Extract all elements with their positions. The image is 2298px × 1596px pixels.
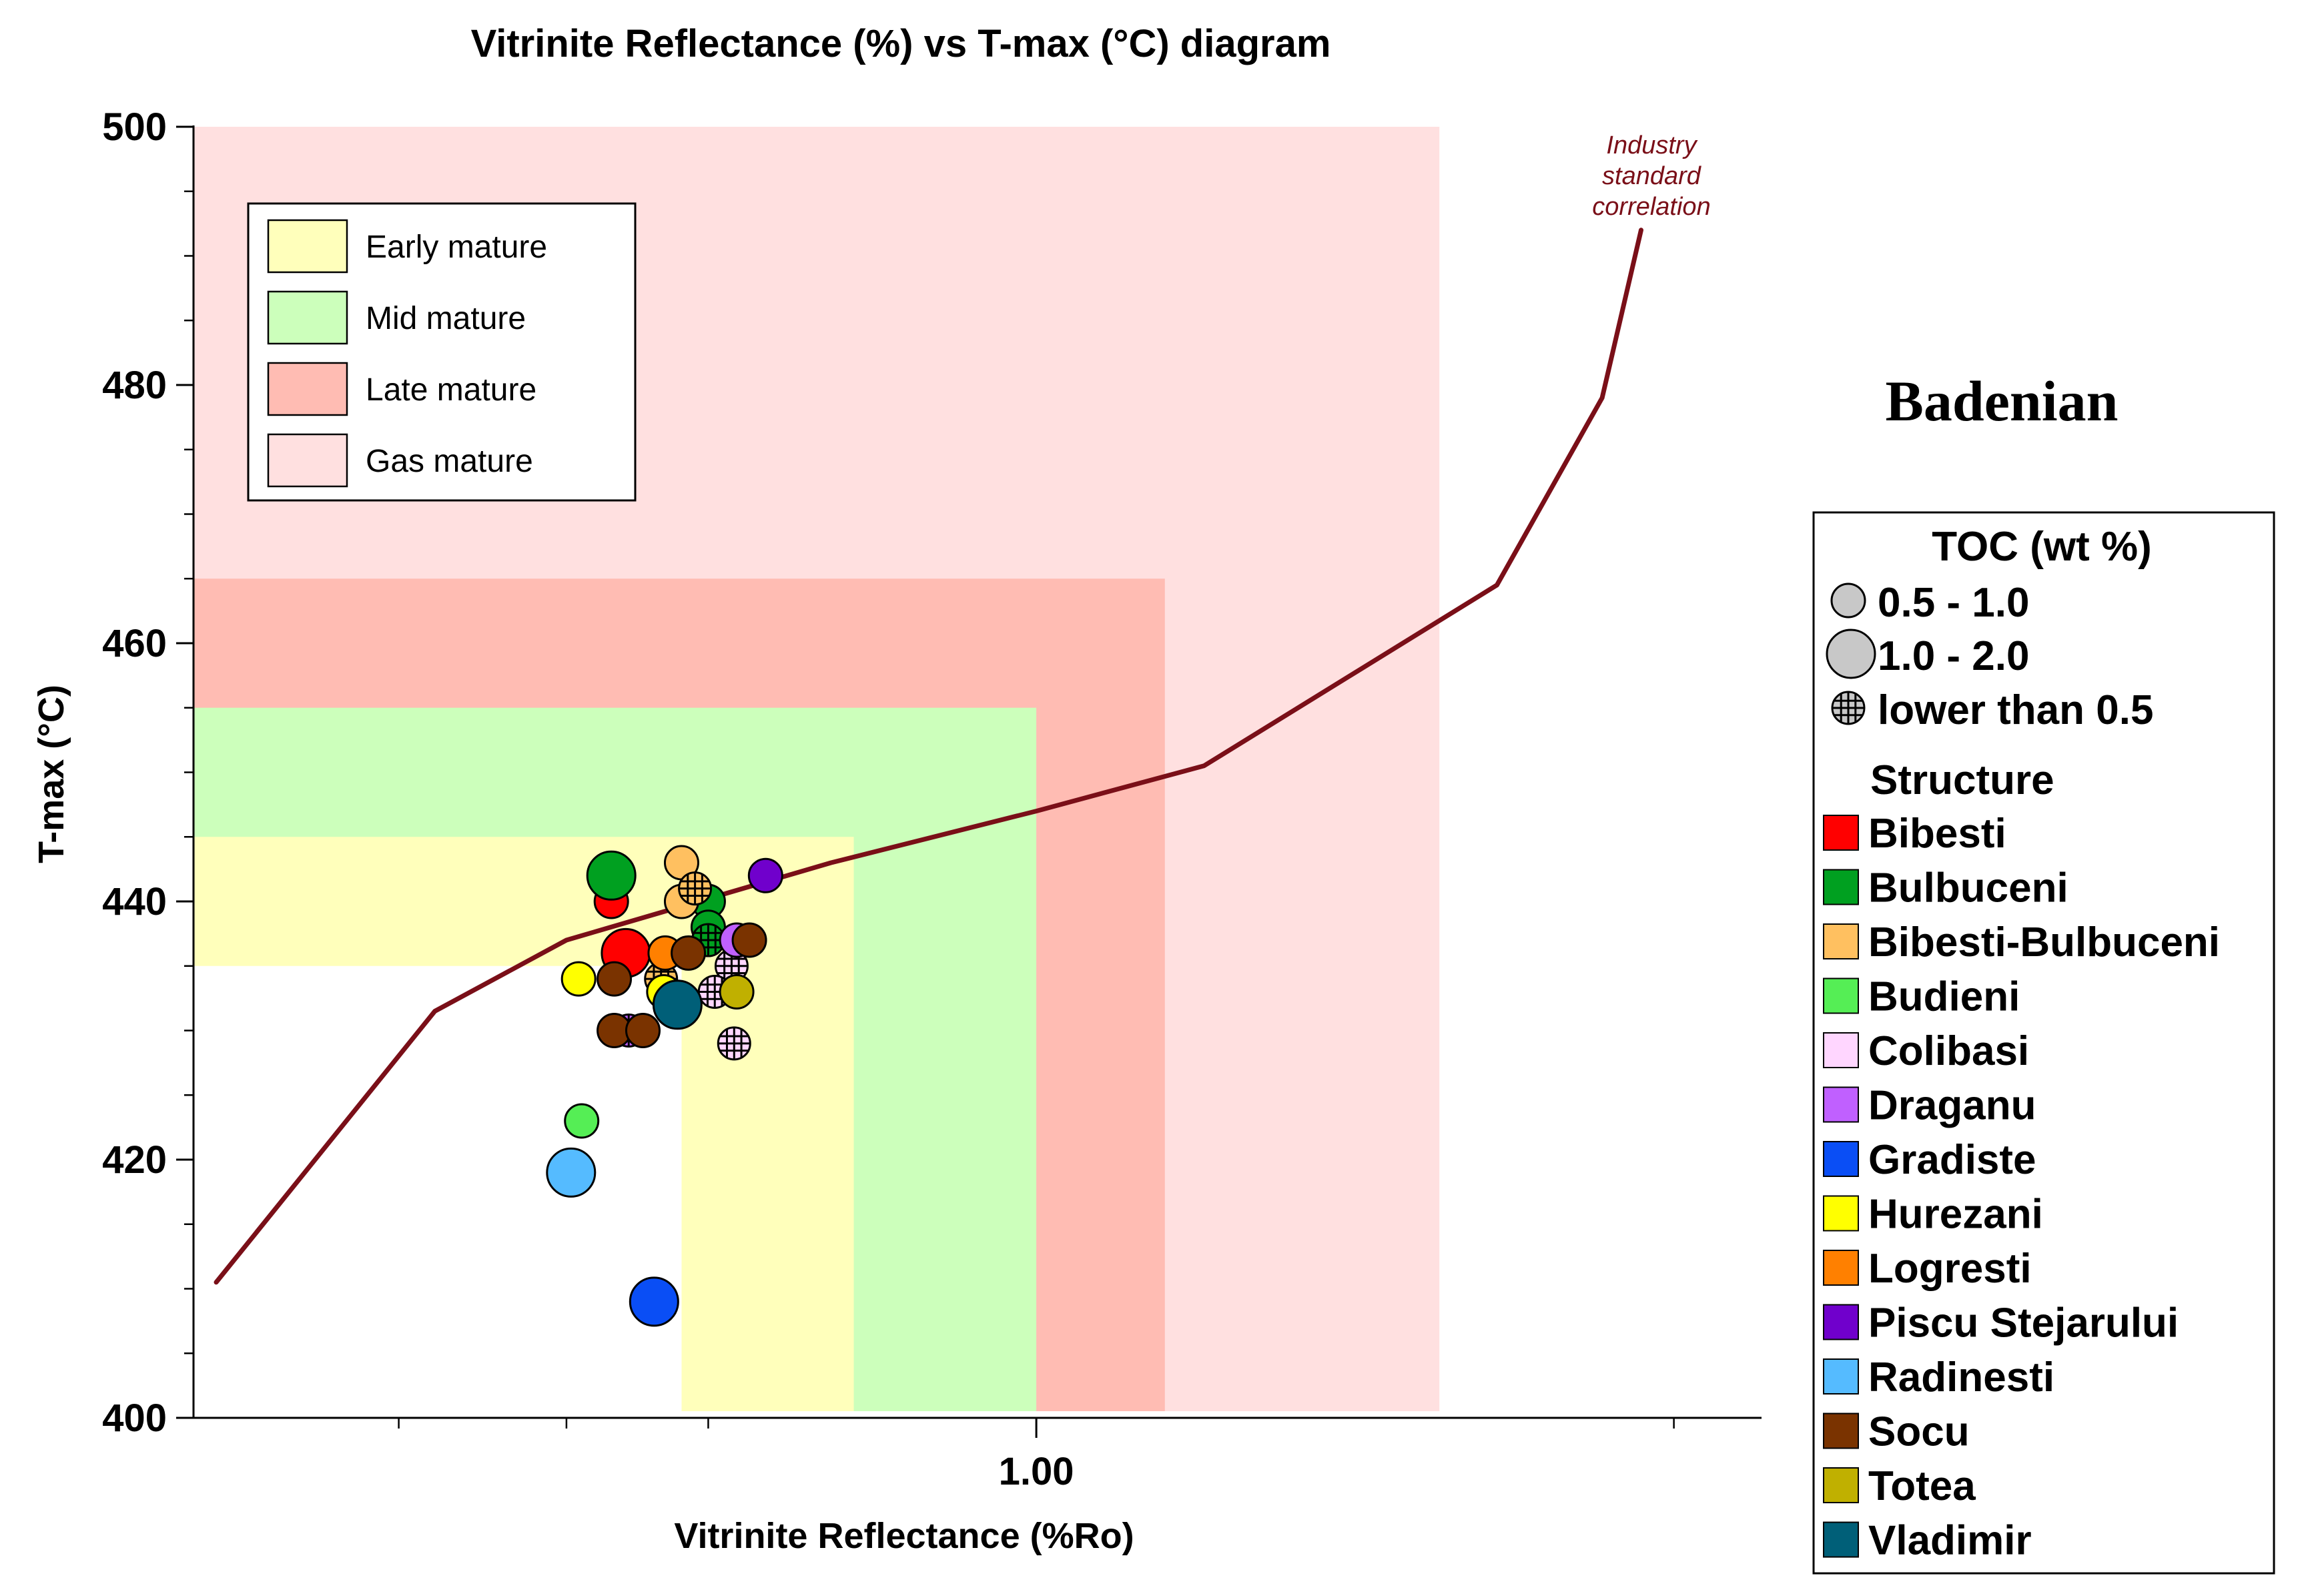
correlation-label-line: Industry [1606,131,1697,159]
legend-swatch-late-mature [267,362,348,416]
structure-label-bibesti-bulbuceni: Bibesti-Bulbuceni [1868,919,2220,965]
structure-label-socu: Socu [1868,1409,1970,1455]
point-radinesti-1-circle [546,1147,597,1198]
point-hurezani-1-circle [560,961,597,997]
y-tick-label: 480 [102,364,167,407]
point-socu-5 [731,922,767,958]
point-socu-5-circle [731,922,767,958]
structure-label-draganu: Draganu [1868,1083,2036,1129]
point-socu-3 [625,1013,661,1048]
point-socu-1 [597,961,633,997]
toc-legend-marker-1 [1830,582,1866,619]
structure-label-radinesti: Radinesti [1868,1354,2054,1401]
structure-swatch-budieni [1823,977,1859,1014]
y-tick-label: 460 [102,622,167,665]
structure-swatch-totea [1823,1467,1859,1503]
point-totea-1 [719,973,755,1010]
structure-label-bulbuceni: Bulbuceni [1868,865,2068,911]
y-tick-label: 500 [102,105,167,149]
structure-swatch-colibasi [1823,1032,1859,1068]
point-colibasi-3 [717,1026,751,1061]
point-radinesti-1 [546,1147,597,1198]
point-socu-1-circle [597,961,633,997]
toc-legend-label: lower than 0.5 [1878,687,2153,733]
point-totea-1-circle [719,973,755,1010]
structure-label-colibasi: Colibasi [1868,1028,2029,1074]
point-gradiste-1 [629,1276,679,1327]
structure-legend-title: Structure [1870,757,2054,803]
structure-label-budieni: Budieni [1868,974,2020,1020]
structure-label-gradiste: Gradiste [1868,1137,2036,1183]
structure-swatch-logresti [1823,1250,1859,1286]
point-bulbuceni-1 [586,850,637,901]
legend-label-mid-mature: Mid mature [366,301,526,336]
legend-swatch-early-mature [267,219,348,274]
chart-title: Vitrinite Reflectance (%) vs T-max (°C) … [471,22,1331,65]
point-budieni-1 [564,1103,600,1139]
point-hurezani-1 [560,961,597,997]
structure-label-totea: Totea [1868,1463,1976,1509]
point-socu-3-circle [625,1013,661,1048]
structure-label-piscu-stejarului: Piscu Stejarului [1868,1300,2179,1346]
structure-label-bibesti: Bibesti [1868,811,2006,857]
structure-swatch-bibesti [1823,815,1859,851]
point-socu-4 [671,935,707,971]
y-axis-label: T-max (°C) [31,685,71,863]
structure-label-vladimir: Vladimir [1868,1518,2032,1564]
legend-label-late-mature: Late mature [366,372,536,408]
point-socu-4-circle [671,935,707,971]
structure-swatch-vladimir [1823,1521,1859,1558]
point-vladimir-1 [652,979,703,1030]
point-piscu-stejarului-1-circle [747,857,783,893]
toc-structure-legend: TOC (wt %) 0.5 - 1.0 1.0 - 2.0 lower than 0… [1812,511,2275,1575]
structure-swatch-bibesti-bulbuceni [1823,923,1859,959]
structure-label-logresti: Logresti [1868,1246,2032,1292]
correlation-label-line: standard [1602,162,1702,190]
structure-swatch-hurezani [1823,1195,1859,1232]
legend-label-gas-mature: Gas mature [366,444,533,479]
legend-swatch-mid-mature [267,290,348,345]
structure-swatch-radinesti [1823,1358,1859,1394]
structure-swatch-piscu-stejarului [1823,1304,1859,1340]
structure-swatch-socu [1823,1413,1859,1449]
structure-label-hurezani: Hurezani [1868,1192,2043,1238]
correlation-line [214,228,1643,1285]
point-gradiste-1-circle [629,1276,679,1327]
legend-swatch-gas-mature [267,433,348,488]
toc-legend-marker-2 [1826,629,1876,679]
period-heading: Badenian [1886,369,2119,433]
industry-correlation: Industry standard correlation [214,131,1711,1285]
point-piscu-stejarului-1 [747,857,783,893]
point-vladimir-1-circle [652,979,703,1030]
toc-legend-label: 0.5 - 1.0 [1878,580,2029,626]
toc-legend-title: TOC (wt %) [1932,524,2152,570]
point-budieni-1-circle [564,1103,600,1139]
x-tick-label: 1.00 [999,1450,1074,1493]
point-bibesti-bulbuceni-3 [678,871,713,906]
legend-label-early-mature: Early mature [366,230,547,265]
structure-swatch-gradiste [1823,1141,1859,1177]
y-tick-label: 400 [102,1396,167,1440]
toc-legend-marker-1-circle [1830,582,1866,619]
toc-legend-marker-3 [1831,691,1866,725]
correlation-label-line: correlation [1592,193,1710,221]
maturity-legend: Early mature Mid mature Late mature Gas mat… [247,202,637,502]
toc-legend-marker-2-circle [1826,629,1876,679]
y-tick-label: 420 [102,1138,167,1182]
right-legend-box [1812,511,2275,1575]
structure-swatch-draganu [1823,1086,1859,1123]
structure-swatch-bulbuceni [1823,869,1859,905]
y-tick-label: 440 [102,880,167,923]
x-axis-label: Vitrinite Reflectance (%Ro) [674,1516,1134,1556]
axes: 400 420 440 460 480 500 1.00 [102,105,1762,1493]
point-bulbuceni-1-circle [586,850,637,901]
toc-legend-label: 1.0 - 2.0 [1878,633,2029,679]
sample-points [546,845,783,1327]
